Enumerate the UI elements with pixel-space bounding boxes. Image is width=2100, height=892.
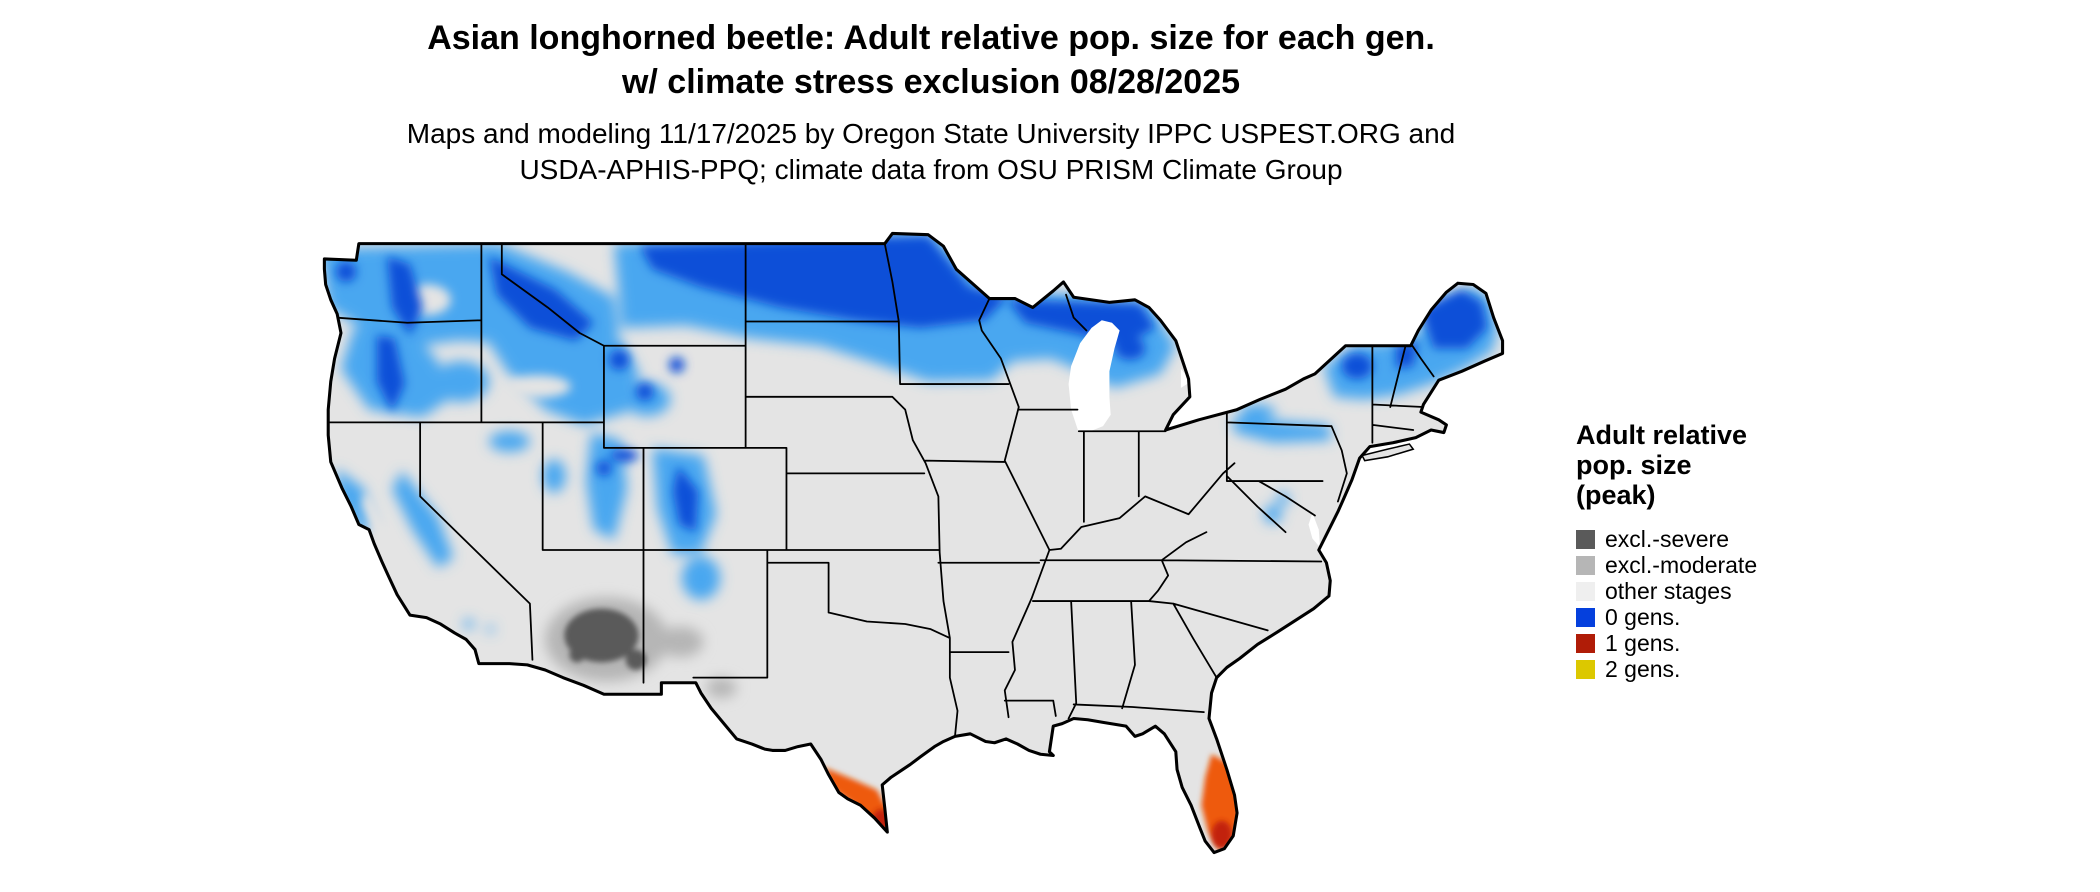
legend-item: other stages (1576, 578, 1757, 604)
legend-rows: excl.-severe excl.-moderate other stages… (1576, 526, 1757, 682)
legend-swatch-0-gens (1576, 607, 1595, 627)
legend-label: other stages (1605, 577, 1732, 604)
legend-item: 0 gens. (1576, 604, 1757, 630)
state-borders (327, 242, 1435, 738)
map-title-line2: w/ climate stress exclusion 08/28/2025 (621, 63, 1241, 101)
legend-item: 2 gens. (1576, 656, 1757, 682)
legend-swatch-excl-severe (1576, 529, 1595, 549)
legend-title: Adult relative pop. size (peak) (1576, 420, 1757, 510)
legend-item: 1 gens. (1576, 630, 1757, 656)
map-region-0-gens-dark (335, 235, 1488, 533)
map-region-basins (361, 284, 571, 580)
legend-swatch-1-gens (1576, 633, 1595, 653)
legend-title-line3: (peak) (1576, 480, 1656, 510)
long-island (1361, 443, 1415, 462)
us-map-svg (322, 231, 1505, 855)
us-outline (322, 231, 1505, 855)
map-region-1-gens-red (871, 809, 1232, 849)
legend-label: 2 gens. (1605, 655, 1681, 682)
map-title-line1: Asian longhorned beetle: Adult relative … (427, 19, 1435, 57)
legend-item: excl.-severe (1576, 526, 1757, 552)
legend-swatch-excl-moderate (1576, 555, 1595, 575)
legend: Adult relative pop. size (peak) excl.-se… (1576, 420, 1757, 682)
header: Asian longhorned beetle: Adult relative … (0, 16, 1862, 188)
legend-title-line2: pop. size (1576, 450, 1692, 480)
legend-swatch-other-stages (1576, 581, 1595, 601)
us-map (318, 218, 1523, 882)
legend-item: excl.-moderate (1576, 552, 1757, 578)
map-subtitle: Maps and modeling 11/17/2025 by Oregon S… (0, 116, 1862, 188)
legend-label: excl.-moderate (1605, 551, 1758, 578)
legend-swatch-2-gens (1576, 659, 1595, 679)
map-subtitle-line2: USDA-APHIS-PPQ; climate data from OSU PR… (519, 154, 1343, 185)
legend-title-line1: Adult relative (1576, 420, 1748, 450)
map-subtitle-line1: Maps and modeling 11/17/2025 by Oregon S… (406, 118, 1456, 149)
legend-label: excl.-severe (1605, 525, 1729, 552)
legend-label: 1 gens. (1605, 629, 1681, 656)
legend-label: 0 gens. (1605, 603, 1681, 630)
map-region-excl-severe (564, 608, 647, 670)
